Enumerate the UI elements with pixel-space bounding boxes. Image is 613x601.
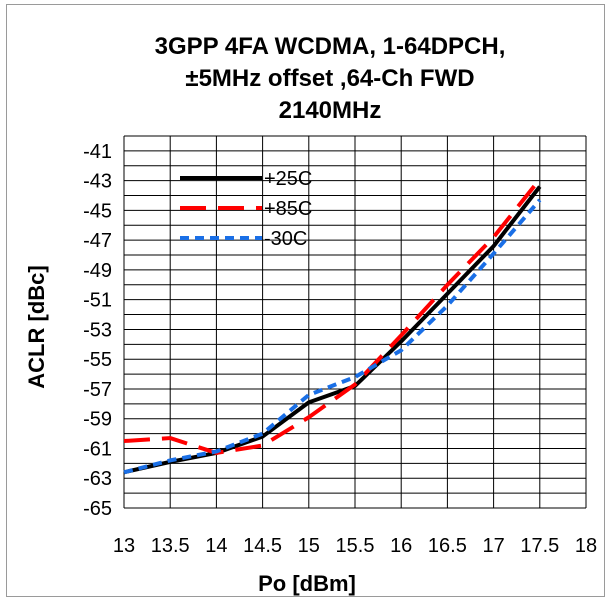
series-line-85C — [123, 177, 542, 455]
x-tick-label: 15.5 — [336, 535, 375, 557]
x-tick-label: 15 — [298, 535, 320, 557]
x-tick-label: 16 — [390, 535, 412, 557]
chart-title-line-2: ±5MHz offset ,64-Ch FWD — [185, 65, 474, 92]
y-tick-label: -47 — [83, 230, 112, 252]
y-tick-labels: -41 -43 -45 -47 -49 -51 -53 -55 -57 -59 -61 -63 -65 — [83, 141, 112, 520]
y-tick-label: -57 — [83, 379, 112, 401]
x-tick-label: 13.5 — [151, 535, 190, 557]
y-tick-label: -55 — [83, 349, 112, 371]
series-line-30C — [123, 198, 542, 475]
legend-label: +25C — [264, 168, 312, 190]
y-tick-label: -43 — [83, 171, 112, 193]
y-tick-label: -61 — [83, 438, 112, 460]
chart-title-line-3: 2140MHz — [279, 97, 382, 124]
legend-label: -30C — [264, 228, 307, 250]
y-tick-label: -41 — [83, 141, 112, 163]
grid-lines — [123, 135, 587, 509]
chart-frame — [6, 4, 605, 597]
y-tick-label: -49 — [83, 260, 112, 282]
x-tick-label: 14.5 — [243, 535, 282, 557]
x-tick-label: 17 — [482, 535, 504, 557]
x-tick-labels: 13 13.5 14 14.5 15 15.5 16 16.5 17 17.5 18 — [113, 535, 597, 557]
legend-label: +85C — [264, 198, 312, 220]
series-lines — [123, 177, 542, 475]
x-tick-label: 14 — [205, 535, 227, 557]
x-tick-label: 17.5 — [520, 535, 559, 557]
legend: +25C +85C -30C — [180, 168, 312, 250]
y-tick-label: -51 — [83, 290, 112, 312]
x-tick-label: 18 — [575, 535, 597, 557]
x-tick-label: 16.5 — [428, 535, 467, 557]
chart-title-line-1: 3GPP 4FA WCDMA, 1-64DPCH, — [155, 33, 506, 60]
y-axis-label: ACLR [dBc] — [24, 265, 49, 388]
x-tick-label: 13 — [113, 535, 135, 557]
y-tick-label: -53 — [83, 319, 112, 341]
y-tick-label: -63 — [83, 468, 112, 490]
series-line-25C — [123, 185, 542, 475]
y-tick-label: -65 — [83, 498, 112, 520]
y-tick-label: -45 — [83, 200, 112, 222]
y-tick-label: -59 — [83, 409, 112, 431]
x-axis-label: Po [dBm] — [258, 571, 356, 596]
